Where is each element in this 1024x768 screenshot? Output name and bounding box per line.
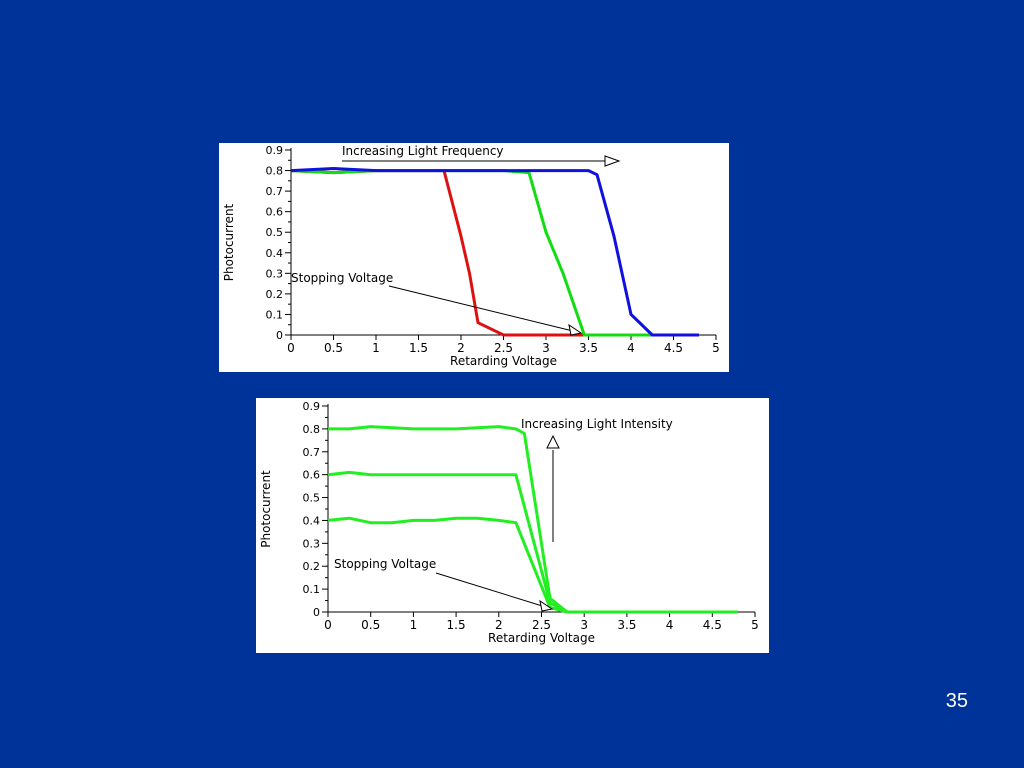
chart1-y-tick-label: 0.9 xyxy=(266,144,284,157)
chart2-intensity-arrowhead xyxy=(546,434,560,449)
chart1-x-axis-label: Retarding Voltage xyxy=(450,354,557,368)
chart2-x-tick-label: 0.5 xyxy=(361,618,380,632)
frequency-chart: 0 0.1 0.2 0.3 0.4 0.5 0.6 0.7 0.8 0.9 0 0.5 1 1.5 2 2.5… xyxy=(219,143,729,372)
intensity-chart: 0 0.1 0.2 0.3 0.4 0.5 0.6 0.7 0.8 0.9 0 0.5 1 1.5 2 2.5… xyxy=(256,398,769,653)
chart2-y-tick-label: 0.6 xyxy=(303,469,321,482)
chart2-y-tick-label: 0.1 xyxy=(303,583,321,596)
chart1-series-line-2 xyxy=(290,169,699,337)
chart2-y-tick-label: 0.3 xyxy=(303,537,321,550)
chart1-x-tick-label: 0 xyxy=(287,341,295,355)
chart2-x-tick-label: 3.5 xyxy=(617,618,636,632)
chart1-series-line-3 xyxy=(290,167,699,337)
chart1-stopping-label: Stopping Voltage xyxy=(291,271,393,285)
chart1-x-tick-label: 3.5 xyxy=(579,341,598,355)
chart1-x-tick-label: 2 xyxy=(457,341,465,355)
chart1-x-tick-label: 4.5 xyxy=(664,341,683,355)
chart1-y-tick-label: 0 xyxy=(276,329,283,342)
chart1-y-tick-label: 0.2 xyxy=(266,288,284,301)
chart2-x-tick-label: 4 xyxy=(666,618,674,632)
chart1-y-tick-label: 0.4 xyxy=(266,247,284,260)
chart2-x-tick-label: 4.5 xyxy=(703,618,722,632)
chart1-stopping-arrowhead xyxy=(568,323,583,336)
chart1-y-axis-label: Photocurrent xyxy=(222,203,236,281)
chart1-y-tick-label: 0.8 xyxy=(266,165,284,178)
chart1-x-tick-label: 5 xyxy=(712,341,720,355)
chart2-x-tick-label: 2 xyxy=(495,618,503,632)
chart2-y-tick-label: 0.8 xyxy=(303,423,321,436)
chart2-x-tick-label: 3 xyxy=(580,618,588,632)
chart2-x-tick-label: 2.5 xyxy=(532,618,551,632)
chart2-x-tick-label: 1 xyxy=(410,618,418,632)
intensity-chart-svg: 0 0.1 0.2 0.3 0.4 0.5 0.6 0.7 0.8 0.9 0 0.5 1 1.5 2 2.5… xyxy=(259,400,759,645)
chart2-y-tick-label: 0.2 xyxy=(303,560,321,573)
chart1-x-tick-label: 1 xyxy=(372,341,380,355)
chart1-y-tick-label: 0.1 xyxy=(266,308,284,321)
chart1-x-tick-label: 0.5 xyxy=(324,341,343,355)
chart1-frequency-arrowhead xyxy=(604,155,621,167)
chart2-x-tick-label: 0 xyxy=(324,618,332,632)
chart2-y-tick-label: 0 xyxy=(313,606,320,619)
chart1-series-line-1 xyxy=(290,169,699,337)
frequency-chart-svg: 0 0.1 0.2 0.3 0.4 0.5 0.6 0.7 0.8 0.9 0 0.5 1 1.5 2 2.5… xyxy=(222,144,720,368)
chart1-y-tick-label: 0.3 xyxy=(266,267,284,280)
chart2-x-tick-label: 1.5 xyxy=(447,618,466,632)
chart1-x-tick-label: 3 xyxy=(542,341,550,355)
chart1-x-tick-label: 4 xyxy=(627,341,635,355)
chart2-y-tick-label: 0.9 xyxy=(303,400,321,413)
chart1-stopping-pointer xyxy=(388,285,582,334)
chart2-stopping-arrowhead xyxy=(539,599,554,612)
chart1-y-tick-label: 0.5 xyxy=(266,226,284,239)
chart2-y-axis-label: Photocurrent xyxy=(259,470,273,548)
chart2-y-tick-label: 0.4 xyxy=(303,514,321,527)
chart2-y-tick-label: 0.7 xyxy=(303,446,321,459)
chart1-arrow-label: Increasing Light Frequency xyxy=(342,144,504,158)
chart2-stopping-pointer xyxy=(435,572,553,610)
chart1-x-tick-label: 2.5 xyxy=(494,341,513,355)
chart1-y-tick-label: 0.7 xyxy=(266,185,284,198)
chart1-y-tick-label: 0.6 xyxy=(266,206,284,219)
chart1-x-tick-label: 1.5 xyxy=(409,341,428,355)
chart2-x-tick-label: 5 xyxy=(751,618,759,632)
chart2-x-axis-label: Retarding Voltage xyxy=(488,631,595,645)
chart2-series-line-3 xyxy=(328,425,738,614)
chart2-arrow-label: Increasing Light Intensity xyxy=(521,417,673,431)
chart2-stopping-label: Stopping Voltage xyxy=(334,557,436,571)
chart2-y-tick-label: 0.5 xyxy=(303,492,321,505)
slide-page-number: 35 xyxy=(945,690,968,712)
